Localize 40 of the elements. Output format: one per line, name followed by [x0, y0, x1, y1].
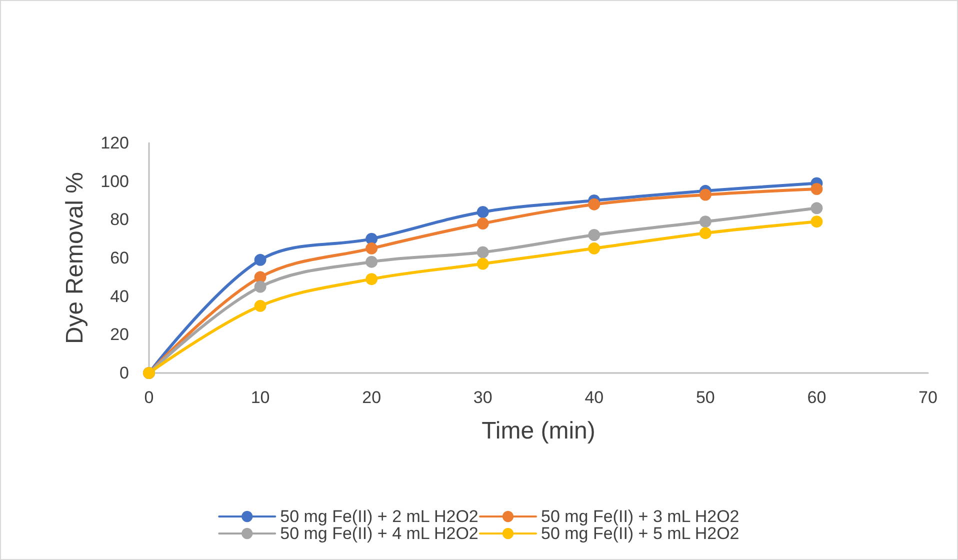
point	[366, 242, 378, 254]
point	[476, 206, 489, 218]
x-tick-label: 30	[473, 388, 492, 407]
x-tick-label: 50	[696, 388, 715, 407]
point	[588, 229, 600, 241]
point	[699, 216, 712, 228]
point	[254, 300, 266, 312]
x-tick-label: 20	[362, 388, 382, 407]
y-tick-label: 60	[110, 248, 129, 268]
x-tick-label: 60	[807, 388, 826, 407]
point	[699, 188, 712, 201]
x-tick-label: 10	[250, 388, 270, 407]
point	[810, 183, 823, 195]
legend-label: 50 mg Fe(II) + 2 mL H2O2	[280, 507, 478, 526]
y-tick-label: 20	[110, 325, 129, 344]
point	[366, 273, 378, 286]
point	[476, 258, 489, 270]
y-tick-label: 80	[110, 210, 129, 230]
legend-label: 50 mg Fe(II) + 5 mL H2O2	[541, 524, 740, 543]
point	[699, 227, 712, 240]
point	[810, 216, 823, 228]
y-axis-title: Dye Removal %	[62, 172, 88, 344]
x-tick-label: 70	[918, 388, 938, 407]
legend-label: 50 mg Fe(II) + 4 mL H2O2	[280, 524, 478, 543]
y-tick-label: 100	[100, 172, 129, 191]
point	[810, 202, 823, 214]
y-tick-label: 40	[110, 286, 129, 306]
x-axis-title: Time (min)	[482, 418, 596, 444]
point	[254, 254, 266, 266]
point	[476, 218, 489, 230]
point	[254, 280, 266, 293]
x-tick-label: 40	[584, 388, 604, 407]
x-tick-label: 0	[144, 388, 154, 407]
point	[366, 256, 378, 268]
y-tick-label: 0	[120, 364, 129, 382]
legend-label: 50 mg Fe(II) + 3 mL H2O2	[541, 507, 740, 526]
point	[588, 198, 600, 210]
point	[588, 242, 600, 254]
y-tick-label: 120	[100, 134, 129, 152]
point	[476, 246, 489, 258]
